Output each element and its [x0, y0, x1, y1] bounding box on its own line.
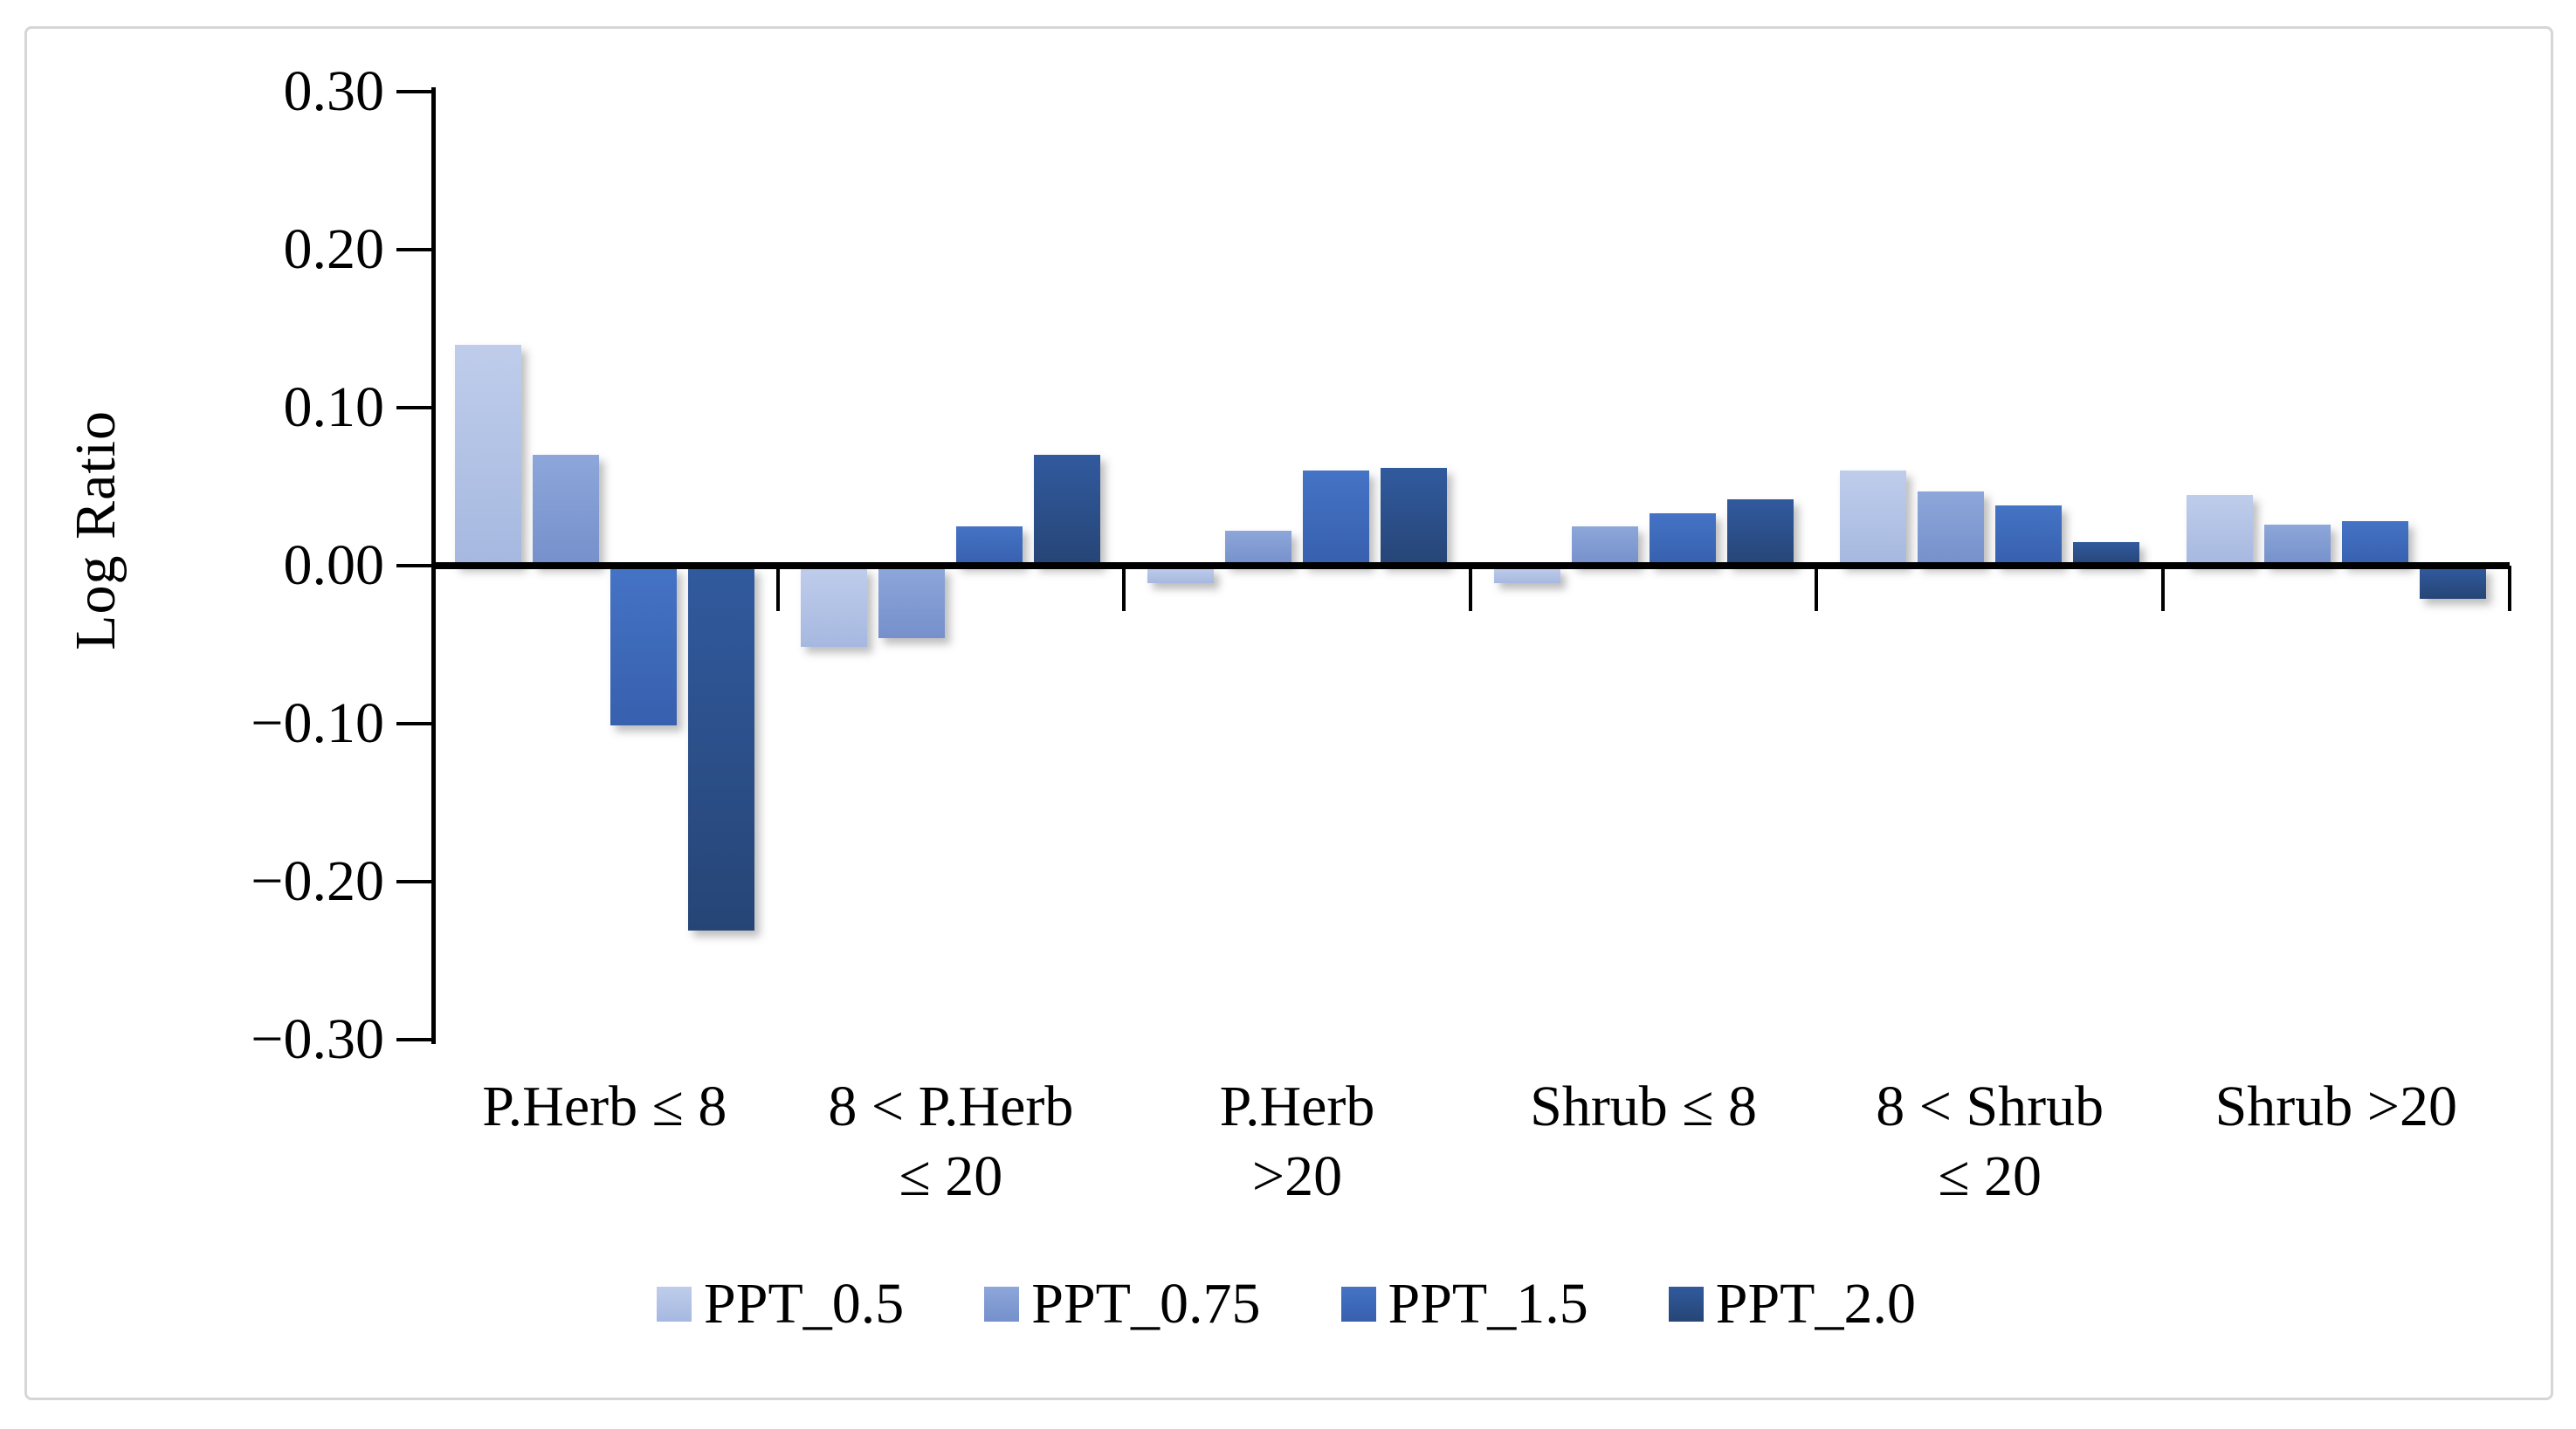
bar-PPT_0.75-cat5	[1918, 491, 1985, 566]
x-axis-tick	[2507, 566, 2511, 611]
x-axis-line	[431, 562, 2510, 569]
bar-PPT_2.0-cat6	[2419, 567, 2486, 600]
legend-item-PPT_0.5: PPT_0.5	[657, 1273, 904, 1336]
y-tick-label: 0.20	[283, 217, 385, 281]
y-axis-tick	[396, 880, 431, 883]
y-axis-tick	[396, 90, 431, 93]
x-category-label-5: 8 < Shrub ≤ 20	[1802, 1072, 2178, 1212]
legend-swatch-icon	[657, 1287, 692, 1322]
bar-PPT_0.5-cat4	[1493, 567, 1560, 584]
legend-item-PPT_2.0: PPT_2.0	[1668, 1272, 1916, 1336]
legend-swatch-icon	[984, 1287, 1020, 1322]
x-category-label-line: 8 < Shrub	[1876, 1075, 2104, 1138]
legend-swatch-icon	[1340, 1287, 1376, 1322]
legend-label: PPT_2.0	[1715, 1272, 1916, 1336]
x-category-label-1: P.Herb ≤ 8	[417, 1072, 792, 1142]
legend-item-PPT_0.75: PPT_0.75	[984, 1272, 1261, 1336]
bar-PPT_0.5-cat1	[454, 344, 521, 566]
x-category-label-4: Shrub ≤ 8	[1456, 1072, 1831, 1142]
x-category-label-line: 8 < P.Herb	[828, 1075, 1074, 1138]
bar-PPT_0.75-cat1	[532, 455, 599, 566]
bar-PPT_0.75-cat4	[1571, 526, 1638, 566]
y-tick-label: 0.00	[283, 533, 385, 597]
bar-PPT_0.75-cat6	[2263, 524, 2331, 566]
x-category-label-6: Shrub >20	[2148, 1072, 2524, 1142]
bar-PPT_2.0-cat4	[1726, 498, 1794, 566]
x-category-label-line: Shrub >20	[2214, 1075, 2457, 1138]
x-axis-tick	[1815, 566, 1819, 611]
legend-swatch-icon	[1668, 1287, 1704, 1322]
figure-frame	[24, 26, 2553, 1400]
y-axis-tick	[396, 406, 431, 409]
bar-PPT_0.5-cat2	[801, 567, 868, 647]
y-axis-tick	[396, 564, 431, 567]
x-category-label-line: P.Herb	[1219, 1075, 1375, 1138]
bar-PPT_1.5-cat3	[1303, 471, 1369, 566]
bar-PPT_2.0-cat3	[1381, 467, 1447, 566]
legend-item-PPT_1.5: PPT_1.5	[1340, 1272, 1588, 1336]
bar-PPT_1.5-cat4	[1649, 513, 1716, 566]
x-category-label-line: P.Herb ≤ 8	[482, 1075, 727, 1138]
y-axis-tick	[396, 248, 431, 251]
x-axis-tick	[1122, 566, 1126, 611]
x-category-label-line: ≤ 20	[1938, 1144, 2042, 1208]
bar-PPT_0.5-cat6	[2186, 494, 2253, 566]
x-category-label-line: >20	[1251, 1144, 1343, 1208]
x-axis-tick	[1468, 566, 1472, 611]
y-tick-label: −0.30	[251, 1007, 384, 1071]
y-tick-label: −0.10	[251, 691, 384, 755]
bar-PPT_0.75-cat2	[878, 567, 946, 639]
bar-PPT_2.0-cat2	[1034, 455, 1101, 566]
y-tick-label: 0.30	[283, 59, 385, 123]
legend-label: PPT_1.5	[1388, 1272, 1588, 1336]
bar-PPT_2.0-cat5	[2073, 541, 2140, 566]
x-category-label-line: Shrub ≤ 8	[1530, 1075, 1758, 1138]
x-category-label-3: P.Herb >20	[1110, 1072, 1485, 1212]
y-axis-tick	[396, 722, 431, 725]
x-axis-tick	[2161, 566, 2165, 611]
bar-PPT_1.5-cat1	[610, 567, 677, 725]
legend-label: PPT_0.75	[1031, 1272, 1261, 1336]
bar-PPT_1.5-cat5	[1995, 505, 2063, 566]
chart-legend: PPT_0.5 PPT_0.75 PPT_1.5 PPT_2.0	[24, 1273, 2548, 1336]
bar-PPT_0.75-cat3	[1225, 531, 1291, 566]
x-category-label-line: ≤ 20	[899, 1144, 1003, 1208]
y-axis-title: Log Ratio	[64, 410, 127, 650]
bar-PPT_1.5-cat6	[2341, 521, 2408, 566]
bar-PPT_1.5-cat2	[956, 526, 1023, 566]
legend-label: PPT_0.5	[704, 1272, 905, 1336]
bar-PPT_0.5-cat3	[1147, 567, 1214, 584]
x-axis-tick	[775, 566, 780, 611]
x-category-label-2: 8 < P.Herb ≤ 20	[763, 1072, 1139, 1212]
y-axis-tick	[396, 1038, 431, 1041]
bar-PPT_2.0-cat1	[687, 567, 754, 931]
y-tick-label: 0.10	[283, 375, 385, 439]
bar-PPT_0.5-cat5	[1840, 471, 1907, 566]
y-tick-label: −0.20	[251, 849, 384, 913]
